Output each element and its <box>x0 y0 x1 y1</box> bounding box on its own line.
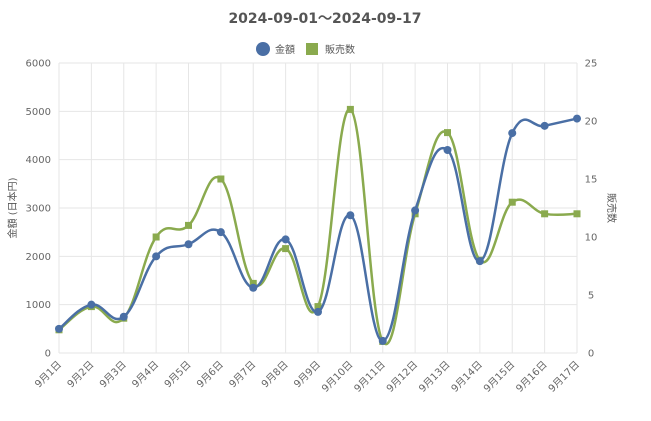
x-axis-ticks: 9月1日 9月2日 9月3日 9月4日 9月5日 9月6日 9月7日 9月8日 9月9日9月10… <box>32 359 582 395</box>
y2-tick-label: 15 <box>585 175 598 186</box>
amount-point[interactable] <box>314 307 322 316</box>
x-tick-label: 9月1日 <box>32 359 64 391</box>
amount-point[interactable] <box>378 336 387 345</box>
x-tick-label: 9月2日 <box>65 359 97 391</box>
y-tick-label: 2000 <box>26 252 51 263</box>
legend-label-quantity[interactable]: 販売数 <box>325 43 355 56</box>
y-tick-label: 0 <box>45 349 51 360</box>
legend-marker-amount[interactable] <box>256 42 270 56</box>
x-tick-label: 9月15日 <box>481 359 517 395</box>
quantity-point[interactable] <box>541 210 549 218</box>
amount-point[interactable] <box>87 300 96 309</box>
x-tick-label: 9月16日 <box>514 359 550 395</box>
quantity-point[interactable] <box>508 198 516 206</box>
quantity-point[interactable] <box>185 221 192 229</box>
legend-label-amount[interactable]: 金額 <box>275 43 295 56</box>
x-tick-label: 9月6日 <box>194 359 226 391</box>
y2-tick-label: 25 <box>585 59 598 70</box>
y-axis-title: 金額 (日本円) <box>6 177 19 238</box>
quantity-point[interactable] <box>346 105 354 113</box>
x-tick-label: 9月3日 <box>97 359 129 391</box>
y2-axis-ticks: 0 5 10 15 20 25 <box>585 59 598 360</box>
chart-title: 2024-09-01〜2024-09-17 <box>228 11 421 27</box>
y-tick-label: 1000 <box>26 300 51 311</box>
x-tick-label: 9月9日 <box>291 359 323 391</box>
x-tick-label: 9月8日 <box>259 359 291 391</box>
y2-tick-label: 20 <box>585 117 598 128</box>
amount-point[interactable] <box>411 206 420 215</box>
amount-point[interactable] <box>55 324 63 333</box>
y-axis-ticks: 0 1000 2000 3000 4000 5000 6000 <box>26 59 51 360</box>
x-tick-label: 9月17日 <box>546 359 582 395</box>
quantity-point[interactable] <box>444 129 451 137</box>
amount-point[interactable] <box>249 283 258 292</box>
x-tick-label: 9月12日 <box>384 359 420 395</box>
amount-point[interactable] <box>475 257 484 266</box>
y2-axis-title: 販売数 <box>605 193 618 223</box>
quantity-point[interactable] <box>217 175 225 183</box>
amount-point[interactable] <box>281 235 290 244</box>
gridlines <box>58 62 578 354</box>
amount-point[interactable] <box>443 146 452 154</box>
legend-marker-quantity[interactable] <box>306 43 318 55</box>
x-tick-label: 9月13日 <box>416 359 452 395</box>
x-tick-label: 9月7日 <box>227 359 259 391</box>
quantity-line <box>58 108 578 346</box>
amount-point[interactable] <box>216 228 225 237</box>
amount-point[interactable] <box>119 312 128 321</box>
quantity-point[interactable] <box>314 303 322 311</box>
legend: 金額 販売数 <box>256 42 355 56</box>
amount-point[interactable] <box>508 129 517 138</box>
amount-point[interactable] <box>346 211 355 220</box>
x-tick-label: 9月10日 <box>319 359 355 395</box>
y2-tick-label: 5 <box>588 291 594 302</box>
amount-point[interactable] <box>540 121 549 130</box>
amount-point[interactable] <box>573 114 581 123</box>
y-tick-label: 5000 <box>26 107 51 118</box>
amount-point[interactable] <box>152 252 161 261</box>
quantity-point[interactable] <box>282 245 290 253</box>
y2-tick-label: 0 <box>588 349 594 360</box>
y-tick-label: 4000 <box>26 155 51 166</box>
quantity-point[interactable] <box>249 279 257 287</box>
quantity-point[interactable] <box>573 210 581 218</box>
y2-tick-label: 10 <box>585 233 598 244</box>
x-tick-label: 9月11日 <box>352 359 388 395</box>
quantity-point[interactable] <box>152 233 160 241</box>
x-tick-label: 9月5日 <box>162 359 194 391</box>
amount-point[interactable] <box>184 240 193 249</box>
x-tick-label: 9月4日 <box>130 359 162 391</box>
y-tick-label: 3000 <box>26 204 51 215</box>
series-amount <box>55 114 581 345</box>
x-tick-label: 9月14日 <box>449 359 485 395</box>
y-tick-label: 6000 <box>26 59 51 70</box>
